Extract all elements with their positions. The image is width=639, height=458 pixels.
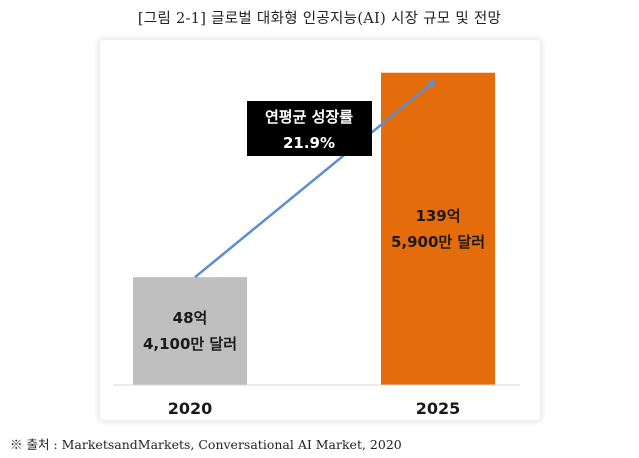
source-note: ※ 출처 : MarketsandMarkets, Conversational… (10, 437, 402, 452)
data-label-2025-amount: 139억 (415, 207, 460, 225)
growth-rate-value: 21.9% (283, 134, 335, 152)
growth-arrow (194, 79, 437, 279)
figure-title: [그림 2-1] 글로벌 대화형 인공지능(AI) 시장 규모 및 전망 (137, 11, 502, 27)
data-label-2025-detail: 5,900만 달러 (391, 233, 485, 251)
data-label-2020-amount: 48억 (173, 309, 208, 327)
bar-2020 (133, 277, 247, 385)
bar-2025 (381, 72, 495, 386)
data-label-2020-detail: 4,100만 달러 (143, 335, 237, 353)
x-tick-label-2020: 2020 (168, 399, 213, 418)
x-tick-label-2025: 2025 (416, 399, 461, 418)
growth-rate-label: 연평균 성장률 (265, 108, 353, 126)
growth-rate-box (247, 101, 372, 156)
